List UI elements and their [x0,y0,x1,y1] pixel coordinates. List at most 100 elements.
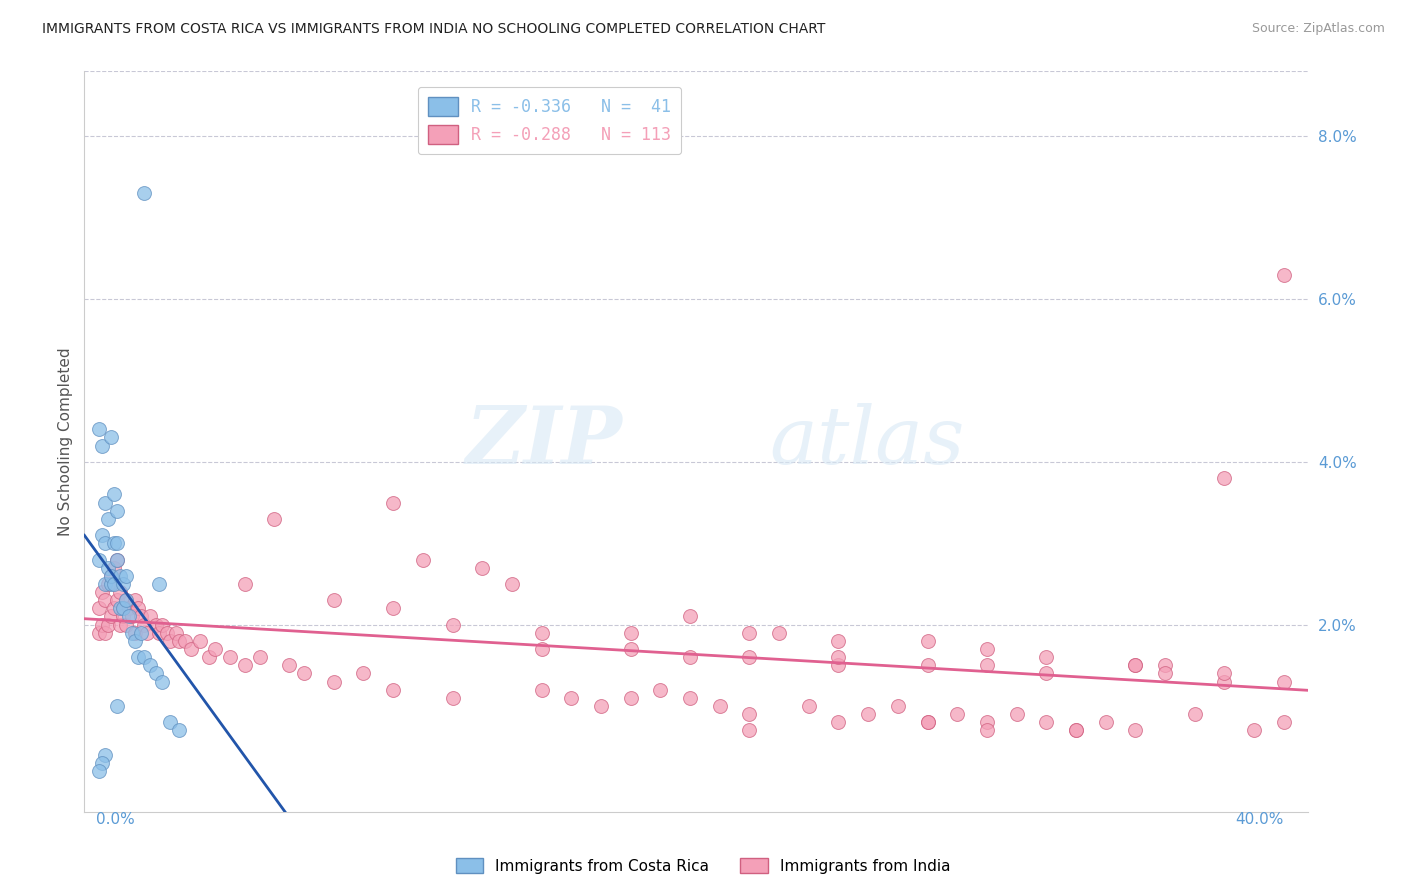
Point [127,601,149,615]
Point [679,690,702,705]
Point [679,609,702,624]
Point [150,674,173,689]
Point [159,633,181,648]
Point [100,568,122,582]
Point [97,577,120,591]
Text: Source: ZipAtlas.com: Source: ZipAtlas.com [1251,22,1385,36]
Point [204,642,226,657]
Point [103,487,125,501]
Point [1154,666,1177,681]
Point [111,601,134,615]
Point [105,593,128,607]
Point [108,568,131,582]
Point [94,536,117,550]
Point [156,625,179,640]
Point [89,764,111,778]
Text: atlas: atlas [769,403,965,480]
Point [382,601,405,615]
Point [124,625,146,640]
Point [976,723,998,738]
Point [233,577,256,591]
Point [111,601,134,615]
Text: ZIP: ZIP [465,403,623,480]
Point [150,617,173,632]
Point [105,504,128,518]
Point [124,633,146,648]
Point [108,617,131,632]
Point [115,593,138,607]
Point [89,625,111,640]
Point [827,658,849,673]
Point [382,682,405,697]
Point [100,430,122,444]
Point [115,617,138,632]
Point [103,601,125,615]
Point [100,577,122,591]
Point [679,650,702,665]
Point [441,617,464,632]
Point [111,577,134,591]
Point [322,674,344,689]
Point [148,625,170,640]
Point [1064,723,1087,738]
Point [89,422,111,436]
Point [1064,723,1087,738]
Text: 40.0%: 40.0% [1236,812,1284,827]
Point [132,186,155,201]
Point [180,642,202,657]
Point [620,625,643,640]
Point [471,560,494,574]
Point [94,495,117,509]
Point [91,528,114,542]
Point [887,698,910,713]
Point [650,682,672,697]
Point [105,536,128,550]
Point [111,609,134,624]
Point [174,633,197,648]
Point [249,650,271,665]
Point [827,650,849,665]
Point [1125,658,1147,673]
Point [159,715,181,730]
Point [103,536,125,550]
Point [132,617,155,632]
Point [620,642,643,657]
Legend: R = -0.336   N =  41, R = -0.288   N = 113: R = -0.336 N = 41, R = -0.288 N = 113 [418,87,681,154]
Point [560,690,582,705]
Point [145,666,167,681]
Point [233,658,256,673]
Point [105,552,128,566]
Y-axis label: No Schooling Completed: No Schooling Completed [58,347,73,536]
Point [89,552,111,566]
Point [169,633,191,648]
Text: IMMIGRANTS FROM COSTA RICA VS IMMIGRANTS FROM INDIA NO SCHOOLING COMPLETED CORRE: IMMIGRANTS FROM COSTA RICA VS IMMIGRANTS… [42,22,825,37]
Point [1272,715,1295,730]
Point [1094,715,1116,730]
Point [94,577,117,591]
Point [738,650,761,665]
Point [97,617,120,632]
Point [148,577,170,591]
Point [946,707,969,722]
Point [1184,707,1206,722]
Point [738,707,761,722]
Point [127,650,149,665]
Point [129,609,152,624]
Point [768,625,790,640]
Point [105,698,128,713]
Point [94,747,117,762]
Point [124,593,146,607]
Point [121,609,143,624]
Point [1125,723,1147,738]
Point [138,609,160,624]
Point [118,601,141,615]
Point [108,601,131,615]
Point [138,658,160,673]
Point [1035,666,1057,681]
Point [1154,658,1177,673]
Point [188,633,211,648]
Point [441,690,464,705]
Point [115,593,138,607]
Point [169,723,191,738]
Point [100,609,122,624]
